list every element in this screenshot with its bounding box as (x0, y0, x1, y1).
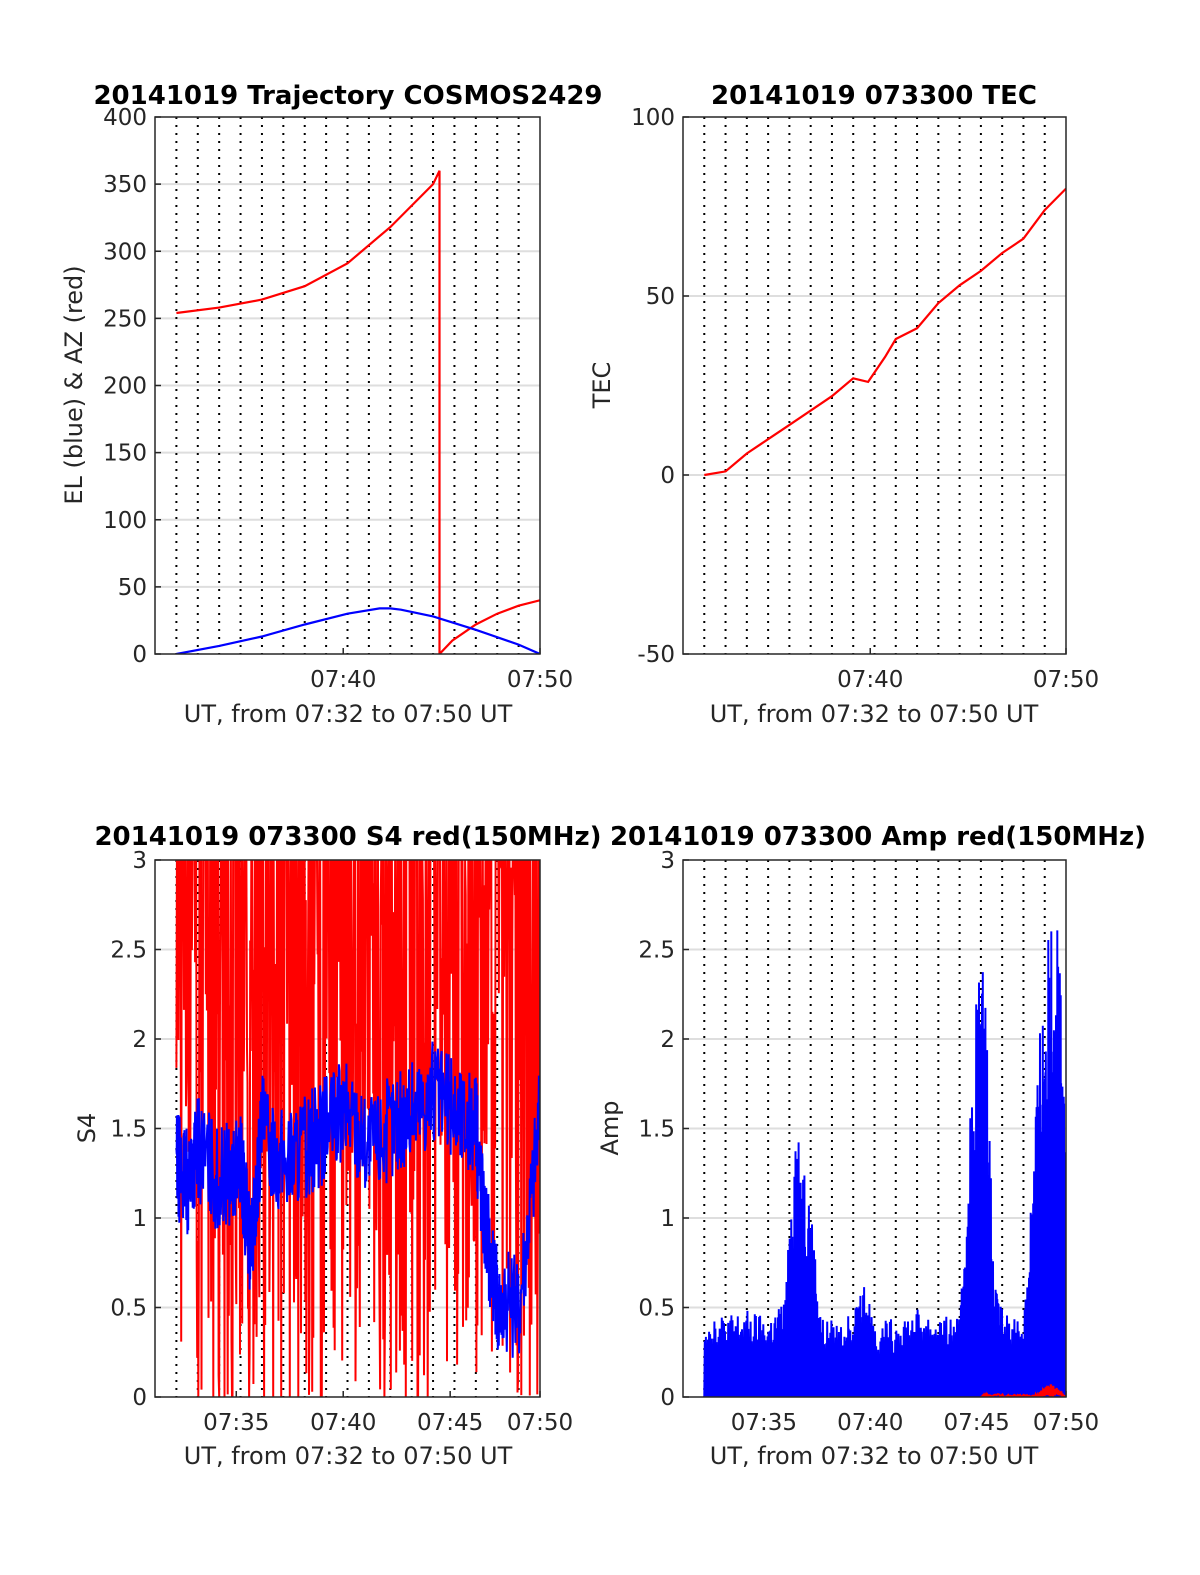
y-tick-label: 1 (132, 1206, 147, 1232)
x-tick-label: 07:45 (943, 1410, 1009, 1436)
panel-trajectory: 20141019 Trajectory COSMOS2429 UT, from … (60, 81, 603, 728)
y-tick-label: 2.5 (638, 938, 675, 964)
series-line-1 (176, 607, 540, 654)
y-tick-label: -50 (637, 642, 675, 668)
s4-xlabel: UT, from 07:32 to 07:50 UT (184, 1442, 513, 1470)
trajectory-xlabel: UT, from 07:32 to 07:50 UT (184, 700, 513, 728)
y-tick-label: 1.5 (638, 1117, 675, 1143)
s4-title: 20141019 073300 S4 red(150MHz) (94, 822, 601, 852)
tec-xlabel: UT, from 07:32 to 07:50 UT (710, 700, 1039, 728)
axes-box (154, 116, 541, 655)
series-line-0 (703, 930, 1066, 1397)
y-tick-label: 250 (103, 306, 147, 332)
series-line-1 (175, 1041, 540, 1358)
y-tick-label: 0 (660, 463, 675, 489)
y-tick-label: 200 (103, 374, 147, 400)
x-tick-label: 07:40 (310, 1410, 376, 1436)
y-tick-label: 3 (132, 848, 147, 874)
y-tick-label: 1.5 (110, 1117, 147, 1143)
tec-title: 20141019 073300 TEC (711, 81, 1037, 111)
trajectory-ylabel: EL (blue) & AZ (red) (60, 265, 88, 504)
y-tick-label: 2 (660, 1027, 675, 1053)
axes-box (682, 859, 1067, 1398)
x-tick-label: 07:40 (837, 1410, 903, 1436)
panel-tec: 20141019 073300 TEC UT, from 07:32 to 07… (588, 81, 1099, 728)
s4-ylabel: S4 (73, 1113, 101, 1144)
series-line-1 (980, 1384, 1066, 1397)
amp-ylabel: Amp (596, 1100, 624, 1155)
x-tick-label: 07:45 (417, 1410, 483, 1436)
y-tick-label: 50 (646, 284, 675, 310)
x-tick-label: 07:50 (507, 667, 573, 693)
x-tick-label: 07:40 (837, 667, 903, 693)
y-tick-label: 0.5 (638, 1296, 675, 1322)
y-tick-label: 0.5 (110, 1296, 147, 1322)
y-tick-label: 50 (118, 575, 147, 601)
y-tick-label: 3 (660, 848, 675, 874)
series-line-0 (704, 187, 1066, 477)
axes-box (682, 116, 1067, 655)
amp-title: 20141019 073300 Amp red(150MHz) (610, 822, 1146, 852)
y-tick-label: 2.5 (110, 938, 147, 964)
y-tick-label: 0 (132, 1385, 147, 1411)
x-tick-label: 07:50 (507, 1410, 573, 1436)
axes-box (154, 859, 541, 1398)
x-tick-label: 07:40 (310, 667, 376, 693)
x-tick-label: 07:35 (731, 1410, 797, 1436)
series-line-0 (176, 170, 540, 654)
y-tick-label: 300 (103, 239, 147, 265)
y-tick-label: 0 (660, 1385, 675, 1411)
amp-xlabel: UT, from 07:32 to 07:50 UT (710, 1442, 1039, 1470)
x-tick-label: 07:50 (1033, 667, 1099, 693)
x-tick-label: 07:35 (203, 1410, 269, 1436)
panel-s4: 20141019 073300 S4 red(150MHz) UT, from … (73, 822, 602, 1470)
x-tick-label: 07:50 (1033, 1410, 1099, 1436)
y-tick-label: 100 (631, 105, 675, 131)
y-tick-label: 0 (132, 642, 147, 668)
tec-ylabel: TEC (588, 362, 616, 410)
y-tick-label: 400 (103, 105, 147, 131)
y-tick-label: 2 (132, 1027, 147, 1053)
y-tick-label: 150 (103, 441, 147, 467)
y-tick-label: 1 (660, 1206, 675, 1232)
trajectory-title: 20141019 Trajectory COSMOS2429 (93, 81, 602, 111)
y-tick-label: 350 (103, 172, 147, 198)
y-tick-label: 100 (103, 508, 147, 534)
series-line-0 (175, 860, 540, 1397)
panel-amp: 20141019 073300 Amp red(150MHz) UT, from… (596, 822, 1146, 1470)
